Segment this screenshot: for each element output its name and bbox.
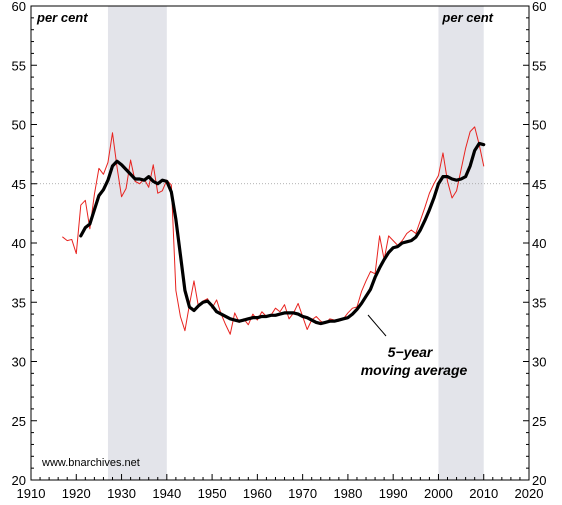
y-tick-label-left: 55 [12, 58, 26, 73]
shaded-periods [107, 6, 484, 480]
series-annual-line [62, 126, 485, 335]
x-tick-label: 1910 [17, 486, 46, 501]
x-tick-label: 1960 [243, 486, 272, 501]
y-tick-label-right: 55 [532, 58, 546, 73]
y-tick-label-right: 20 [532, 473, 546, 488]
y-tick-label-left: 25 [12, 414, 26, 429]
y-tick-label-right: 50 [532, 118, 546, 133]
y-tick-label-right: 35 [532, 295, 546, 310]
y-tick-label-left: 60 [12, 0, 26, 14]
tick-labels: 1910 1920 1930 1940 1950 1960 1970 1980 1990 2000… [12, 0, 547, 501]
x-tick-label: 2000 [424, 486, 453, 501]
x-tick-label: 1950 [198, 486, 227, 501]
x-tick-label: 2020 [515, 486, 544, 501]
unit-label-left: per cent [36, 10, 88, 25]
y-tick-label-left: 20 [12, 473, 26, 488]
y-tick-label-right: 60 [532, 0, 546, 14]
x-tick-label: 1970 [288, 486, 317, 501]
x-tick-label: 1940 [152, 486, 181, 501]
y-tick-label-right: 30 [532, 355, 546, 370]
y-tick-label-right: 40 [532, 236, 546, 251]
x-tick-label: 1920 [62, 486, 91, 501]
series-layer [62, 126, 486, 335]
y-tick-label-left: 35 [12, 295, 26, 310]
plot-frame [30, 5, 530, 481]
y-tick-label-right: 25 [532, 414, 546, 429]
series-moving-average-line [79, 141, 486, 326]
x-tick-label: 2010 [469, 486, 498, 501]
y-tick-label-left: 45 [12, 177, 26, 192]
annotation-line-2: moving average [361, 362, 468, 378]
y-tick-label-right: 45 [532, 177, 546, 192]
y-tick-label-left: 30 [12, 355, 26, 370]
y-tick-label-left: 40 [12, 236, 26, 251]
annotation-pointer [367, 314, 387, 337]
x-tick-label: 1990 [379, 486, 408, 501]
annotation-line-1: 5−year [388, 344, 434, 360]
y-tick-label-left: 50 [12, 118, 26, 133]
x-tick-label: 1980 [333, 486, 362, 501]
unit-label-right: per cent [441, 10, 493, 25]
source-label: www.bnarchives.net [41, 457, 140, 469]
shaded-period [107, 6, 167, 480]
shaded-period [438, 6, 484, 480]
x-tick-label: 1930 [107, 486, 136, 501]
